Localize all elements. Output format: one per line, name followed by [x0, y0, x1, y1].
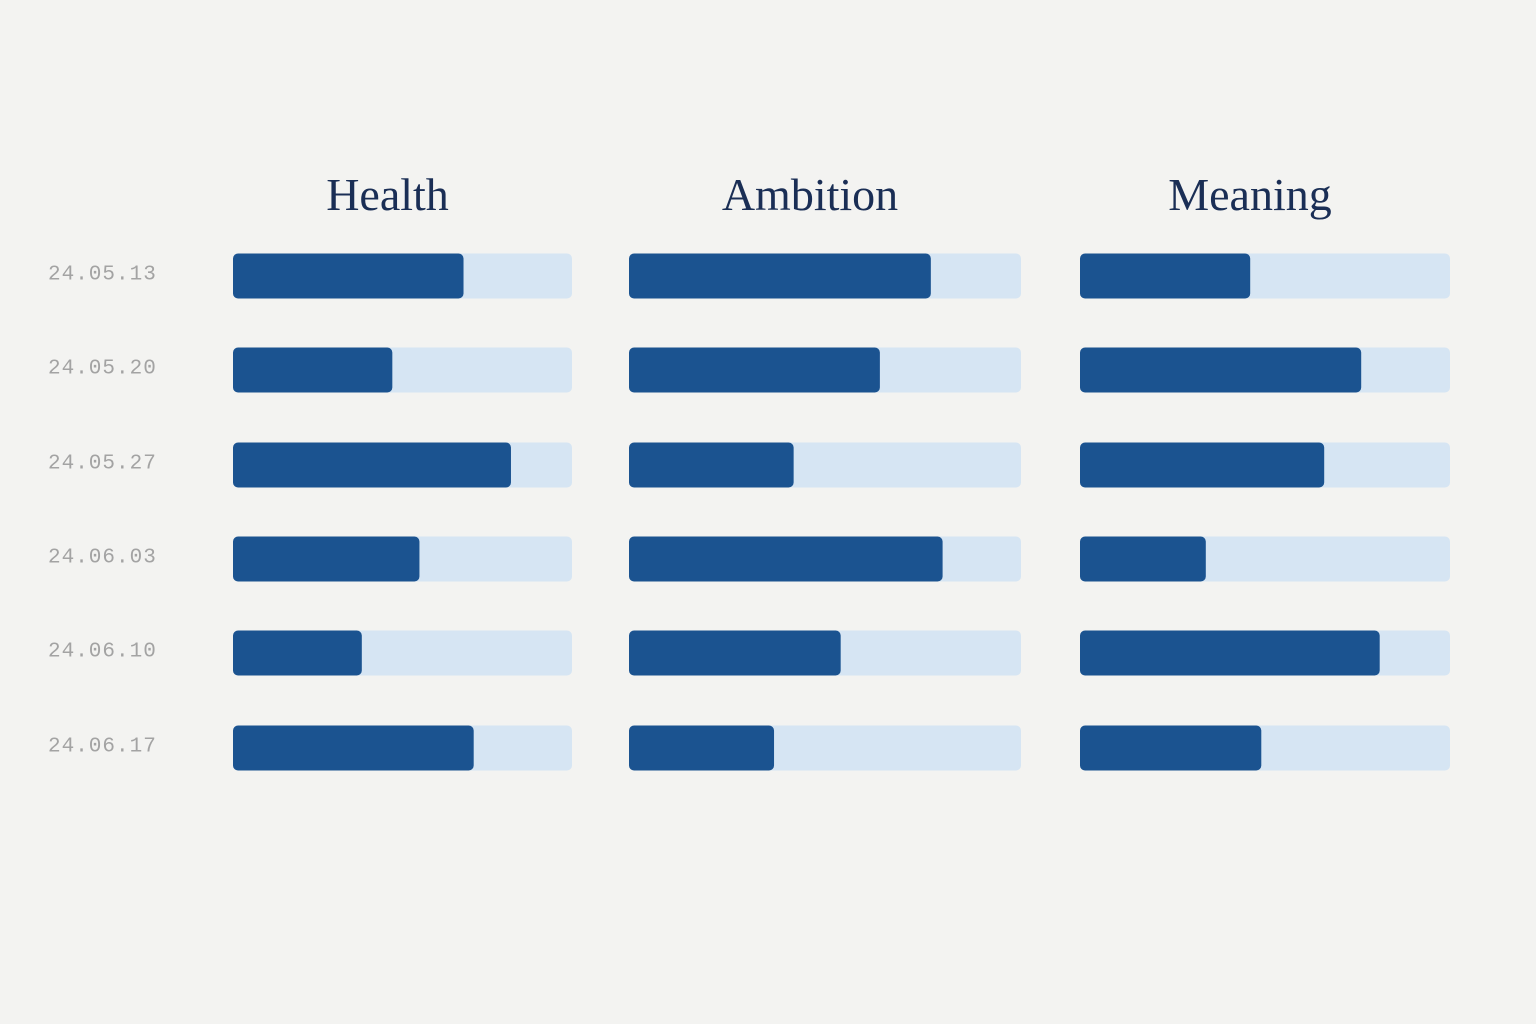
date-label: 24.06.17	[48, 736, 157, 759]
column-title: Meaning	[1168, 169, 1332, 220]
date-label: 24.05.27	[48, 453, 157, 476]
date-label: 24.05.13	[48, 264, 157, 287]
date-label: 24.05.20	[48, 358, 157, 381]
bar	[629, 725, 775, 771]
bar	[629, 347, 880, 393]
bar	[1080, 536, 1206, 582]
date-label: 24.06.03	[48, 547, 157, 570]
bar	[233, 442, 511, 488]
bar	[629, 442, 794, 488]
bar	[1080, 442, 1325, 488]
bar	[233, 536, 420, 582]
bar	[1080, 630, 1380, 676]
bar	[233, 725, 474, 771]
bar	[1080, 253, 1251, 299]
bar	[233, 253, 464, 299]
bar	[1080, 347, 1362, 393]
bar	[629, 253, 931, 299]
column-title: Ambition	[722, 169, 898, 220]
bar	[629, 630, 841, 676]
date-label: 24.06.10	[48, 641, 157, 664]
bar	[1080, 725, 1262, 771]
bar	[233, 347, 393, 393]
bar	[629, 536, 943, 582]
bar	[233, 630, 362, 676]
column-title: Health	[326, 169, 449, 220]
